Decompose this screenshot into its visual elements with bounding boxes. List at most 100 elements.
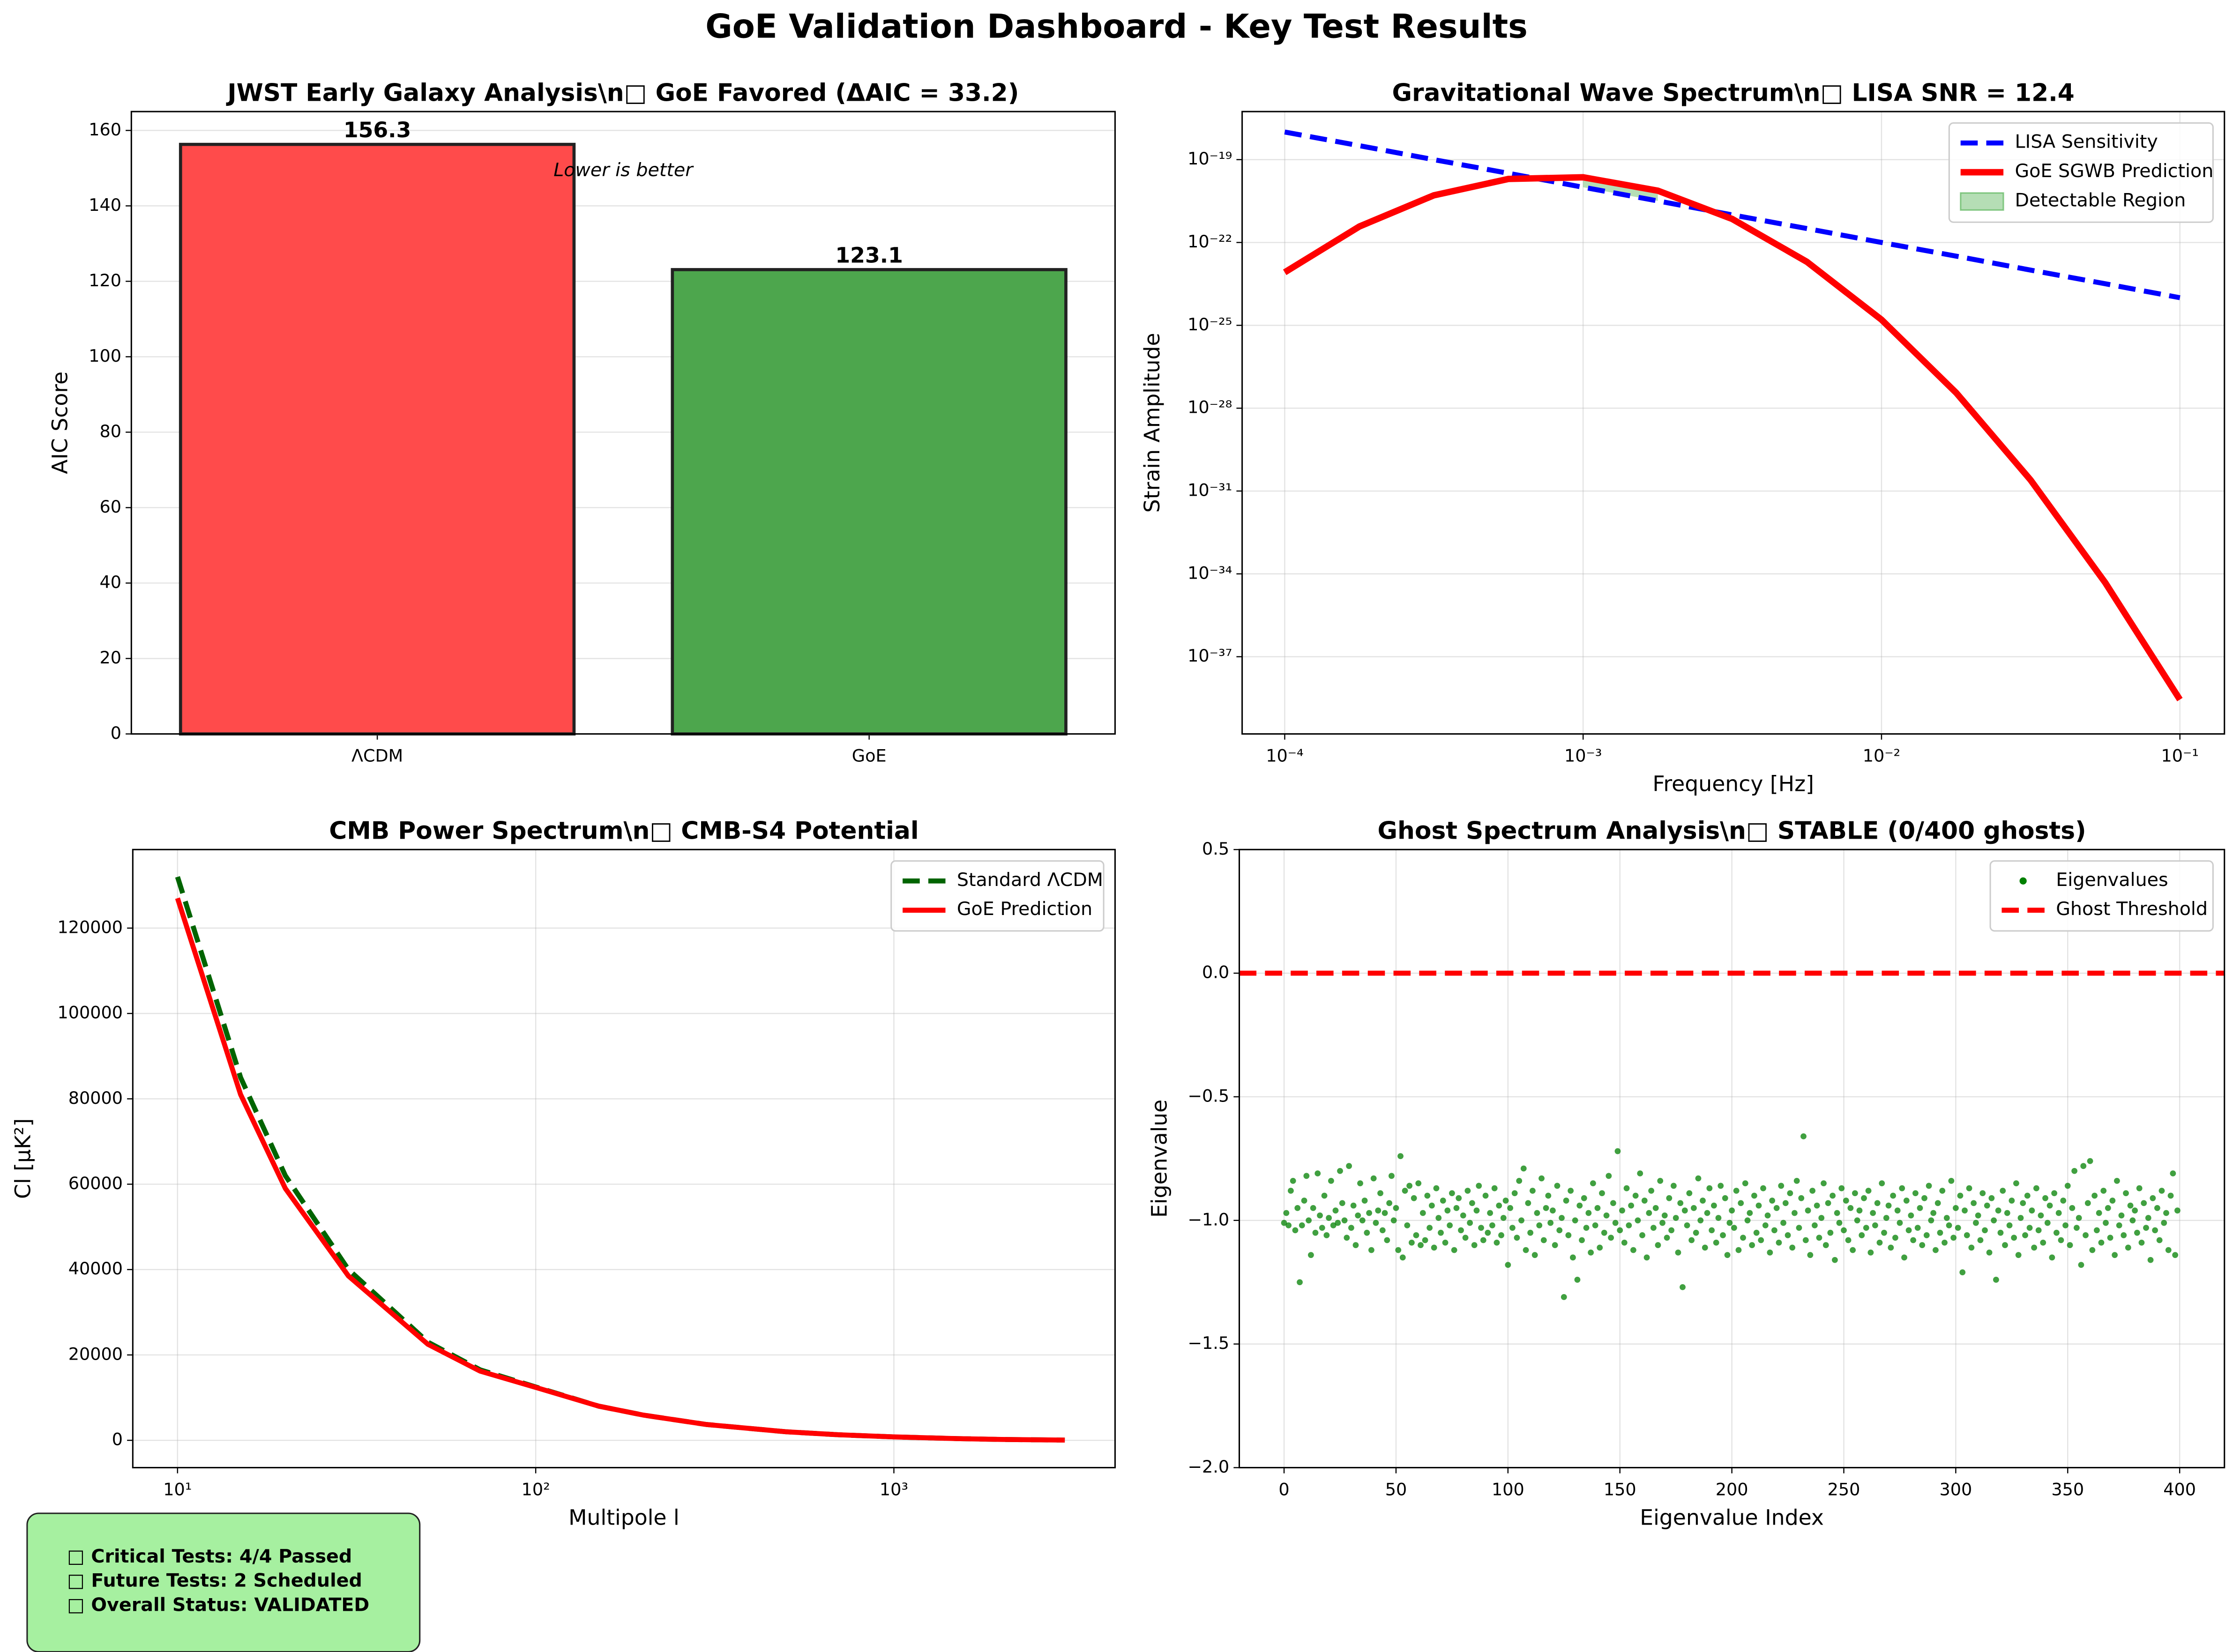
scatter-point xyxy=(2078,1262,2084,1268)
scatter-point xyxy=(1530,1188,1536,1194)
scatter-point xyxy=(1588,1249,1594,1256)
scatter-point xyxy=(1554,1183,1561,1189)
plot-frame xyxy=(1241,111,2226,735)
scatter-point xyxy=(1657,1177,1664,1184)
scatter-point xyxy=(1897,1220,1903,1226)
scatter-point xyxy=(1281,1220,1287,1226)
scatter-point xyxy=(1930,1210,1937,1216)
y-tick-label: 0.0 xyxy=(1202,962,1229,982)
scatter-point xyxy=(1787,1190,1793,1197)
scatter-point xyxy=(1688,1237,1695,1243)
y-tick-label: 120 xyxy=(89,270,121,290)
scatter-point xyxy=(1747,1210,1753,1216)
x-tick-label: 10⁻⁴ xyxy=(1266,746,1303,766)
scatter-point xyxy=(1601,1229,1607,1236)
scatter-point xyxy=(1762,1222,1769,1228)
scatter-point xyxy=(1650,1225,1657,1231)
scatter-point xyxy=(2174,1207,2181,1214)
scatter-point xyxy=(1406,1183,1413,1189)
scatter-point xyxy=(1755,1202,1762,1209)
scatter-point xyxy=(1780,1220,1786,1226)
scatter-point xyxy=(1979,1190,1986,1197)
scatter-point xyxy=(1440,1198,1446,1204)
scatter-point xyxy=(2067,1242,2073,1248)
scatter-point xyxy=(1507,1205,1514,1211)
scatter-point xyxy=(1451,1247,1457,1253)
scatter-point xyxy=(1834,1210,1840,1216)
scatter-point xyxy=(1830,1192,1836,1199)
scatter-point xyxy=(1599,1190,1605,1197)
scatter-point xyxy=(1769,1198,1776,1204)
y-tick-label: 40000 xyxy=(68,1258,123,1279)
x-tick-label: 350 xyxy=(2051,1480,2084,1500)
scatter-point xyxy=(1505,1262,1511,1268)
scatter-point xyxy=(1509,1225,1516,1231)
scatter-point xyxy=(1299,1222,1305,1228)
scatter-point xyxy=(1597,1244,1603,1251)
scatter-point xyxy=(1822,1242,1829,1248)
scatter-point xyxy=(1549,1207,1556,1214)
scatter-point xyxy=(2058,1237,2064,1243)
y-tick-label: 10⁻²² xyxy=(1187,231,1232,252)
scatter-point xyxy=(1538,1175,1545,1182)
scatter-point xyxy=(1722,1195,1728,1201)
scatter-point xyxy=(1547,1220,1554,1226)
scatter-point xyxy=(1379,1227,1386,1234)
scatter-point xyxy=(2152,1227,2158,1234)
x-tick-label: 10⁻³ xyxy=(1564,746,1602,766)
scatter-point xyxy=(1569,1254,1576,1261)
scatter-point xyxy=(1666,1195,1673,1201)
scatter-point xyxy=(1614,1148,1621,1154)
y-tick-label: 160 xyxy=(89,119,121,140)
scatter-point xyxy=(1673,1215,1679,1221)
scatter-point xyxy=(1489,1222,1495,1228)
scatter-point xyxy=(2112,1252,2118,1258)
scatter-point xyxy=(2038,1212,2044,1219)
y-tick-label: −1.0 xyxy=(1187,1209,1229,1229)
scatter-point xyxy=(1384,1237,1390,1243)
scatter-point xyxy=(1370,1175,1377,1182)
scatter-point xyxy=(1879,1180,1885,1187)
scatter-point xyxy=(1942,1239,1948,1246)
scatter-point xyxy=(1984,1202,1990,1209)
scatter-point xyxy=(2156,1237,2163,1243)
scatter-point xyxy=(1563,1198,1569,1204)
scatter-point xyxy=(1301,1198,1307,1204)
scatter-point xyxy=(1852,1190,1858,1197)
scatter-point xyxy=(2011,1235,2017,1241)
scatter-point xyxy=(1991,1217,1997,1224)
scatter-point xyxy=(1335,1220,1341,1226)
scatter-point xyxy=(1366,1210,1373,1216)
scatter-point xyxy=(1603,1212,1610,1219)
scatter-point xyxy=(2040,1239,2046,1246)
scatter-point xyxy=(2083,1232,2089,1238)
status-line: □ Critical Tests: 4/4 Passed xyxy=(67,1546,352,1567)
scatter-point xyxy=(2123,1190,2129,1197)
scatter-point xyxy=(2138,1239,2145,1246)
plot-frame xyxy=(1238,848,2226,1469)
scatter-point xyxy=(1899,1185,1905,1191)
scatter-point xyxy=(2035,1227,2042,1234)
scatter-point xyxy=(1738,1200,1744,1206)
scatter-point xyxy=(1389,1173,1395,1179)
scatter-point xyxy=(1751,1192,1757,1199)
scatter-point xyxy=(2064,1183,2071,1189)
y-tick-label: 80 xyxy=(99,421,121,441)
scatter-point xyxy=(1778,1183,1785,1189)
scatter-point xyxy=(1934,1200,1941,1206)
scatter-point xyxy=(1709,1227,1715,1234)
scatter-point xyxy=(1760,1185,1766,1191)
scatter-point xyxy=(1382,1210,1388,1216)
scatter-point xyxy=(2080,1163,2087,1169)
scatter-point xyxy=(1314,1170,1321,1176)
scatter-point xyxy=(1552,1242,1558,1248)
scatter-point xyxy=(2069,1205,2076,1211)
scatter-point xyxy=(1870,1210,1876,1216)
scatter-point xyxy=(2093,1227,2100,1234)
scatter-point xyxy=(1955,1225,1961,1231)
scatter-point xyxy=(1894,1207,1901,1214)
scatter-point xyxy=(1966,1185,1972,1191)
scatter-point xyxy=(1444,1207,1451,1214)
scatter-point xyxy=(1525,1200,1531,1206)
bar xyxy=(671,268,1068,736)
